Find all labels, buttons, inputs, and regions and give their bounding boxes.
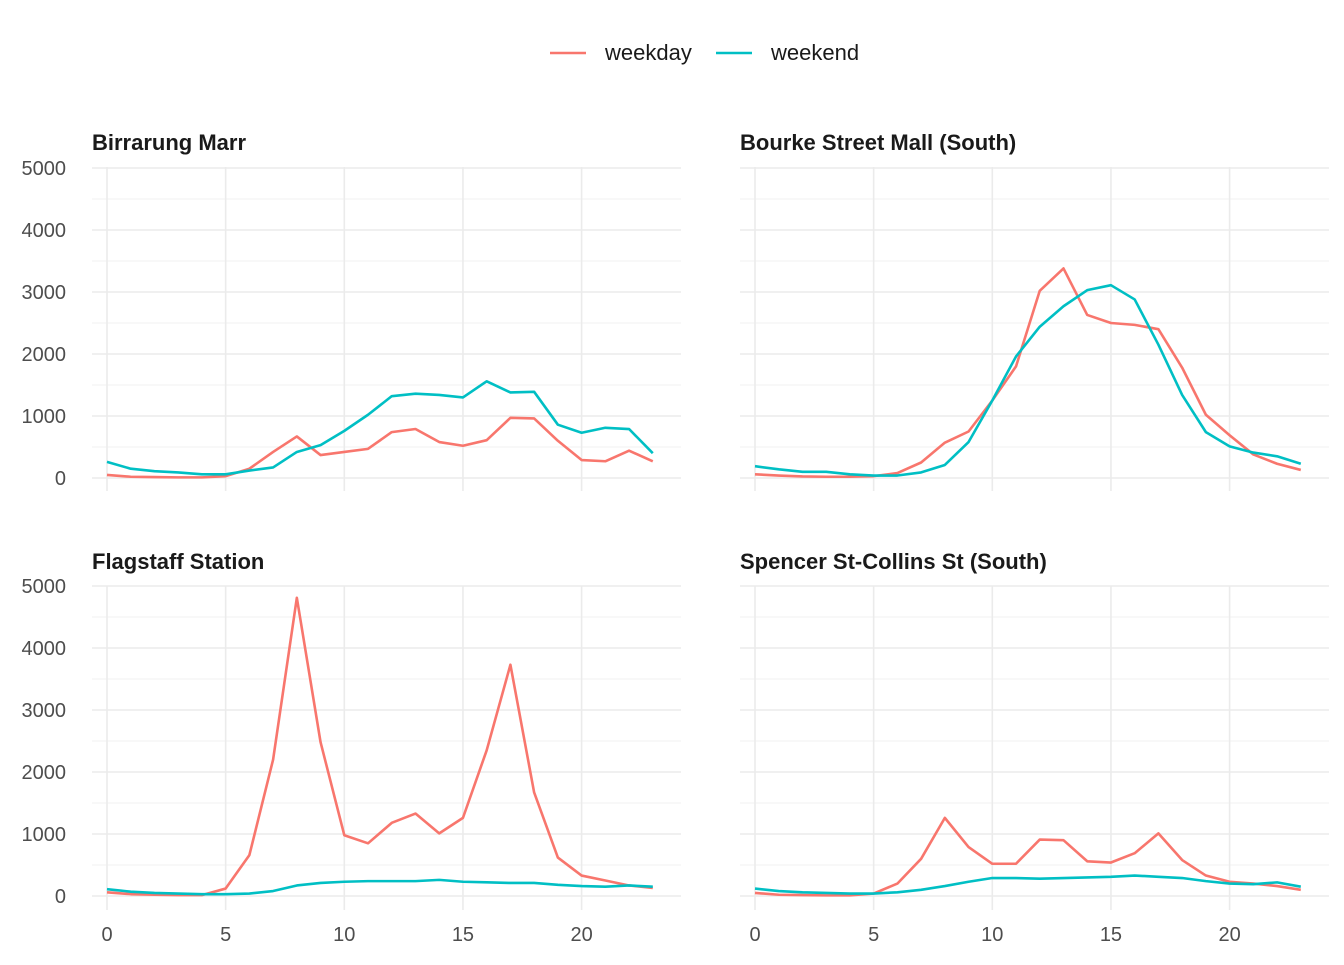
- y-tick-label-0: 0: [55, 468, 66, 490]
- y-tick-label-3000: 3000: [22, 282, 67, 304]
- y-tick-label-4000: 4000: [22, 220, 67, 242]
- y-tick-label-1000: 1000: [22, 824, 67, 846]
- x-tick-label-20: 20: [570, 924, 592, 946]
- y-tick-label-3000: 3000: [22, 700, 67, 722]
- x-tick-label-10: 10: [333, 924, 355, 946]
- panel-title: Spencer St-Collins St (South): [740, 549, 1047, 574]
- x-tick-label-10: 10: [981, 924, 1003, 946]
- series-line-weekday: [754, 267, 1302, 479]
- series-line-weekend: [106, 878, 653, 896]
- panel-bourke-street-mall-south: Bourke Street Mall (South): [740, 130, 1329, 491]
- x-tick-label-0: 0: [749, 924, 760, 946]
- series-line-weekend: [754, 874, 1302, 895]
- x-tick-label-5: 5: [220, 924, 231, 946]
- y-tick-label-2000: 2000: [22, 344, 67, 366]
- panel-title: Flagstaff Station: [92, 549, 264, 574]
- x-tick-label-0: 0: [101, 924, 112, 946]
- panel-birrarung-marr: 0 1000 2000 3000 4000 5000 Birrarung Marr: [22, 130, 681, 491]
- series-line-weekend: [754, 283, 1302, 477]
- legend: weekday weekend: [550, 40, 859, 65]
- y-tick-label-0: 0: [55, 886, 66, 908]
- y-tick-label-5000: 5000: [22, 576, 67, 598]
- y-tick-label-1000: 1000: [22, 406, 67, 428]
- x-tick-label-15: 15: [452, 924, 474, 946]
- y-tick-label-4000: 4000: [22, 638, 67, 660]
- panel-title: Bourke Street Mall (South): [740, 130, 1016, 155]
- series-line-weekday: [106, 596, 653, 897]
- panel-title: Birrarung Marr: [92, 130, 246, 155]
- x-tick-label-5: 5: [868, 924, 879, 946]
- panel-flagstaff-station: 0 1000 2000 3000 4000 5000 0 5 10 15 20 Flagstaff S…: [22, 549, 681, 946]
- y-tick-label-5000: 5000: [22, 158, 67, 180]
- legend-label-weekday: weekday: [604, 40, 692, 65]
- y-tick-label-2000: 2000: [22, 762, 67, 784]
- series-line-weekday: [106, 416, 654, 479]
- series-line-weekend: [106, 379, 654, 476]
- x-tick-label-20: 20: [1218, 924, 1240, 946]
- legend-label-weekend: weekend: [770, 40, 859, 65]
- panel-spencer-st-collins-st-south: 0 5 10 15 20 Spencer St-Collins St (South): [740, 549, 1329, 946]
- x-tick-label-15: 15: [1100, 924, 1122, 946]
- series-line-weekday: [754, 816, 1301, 897]
